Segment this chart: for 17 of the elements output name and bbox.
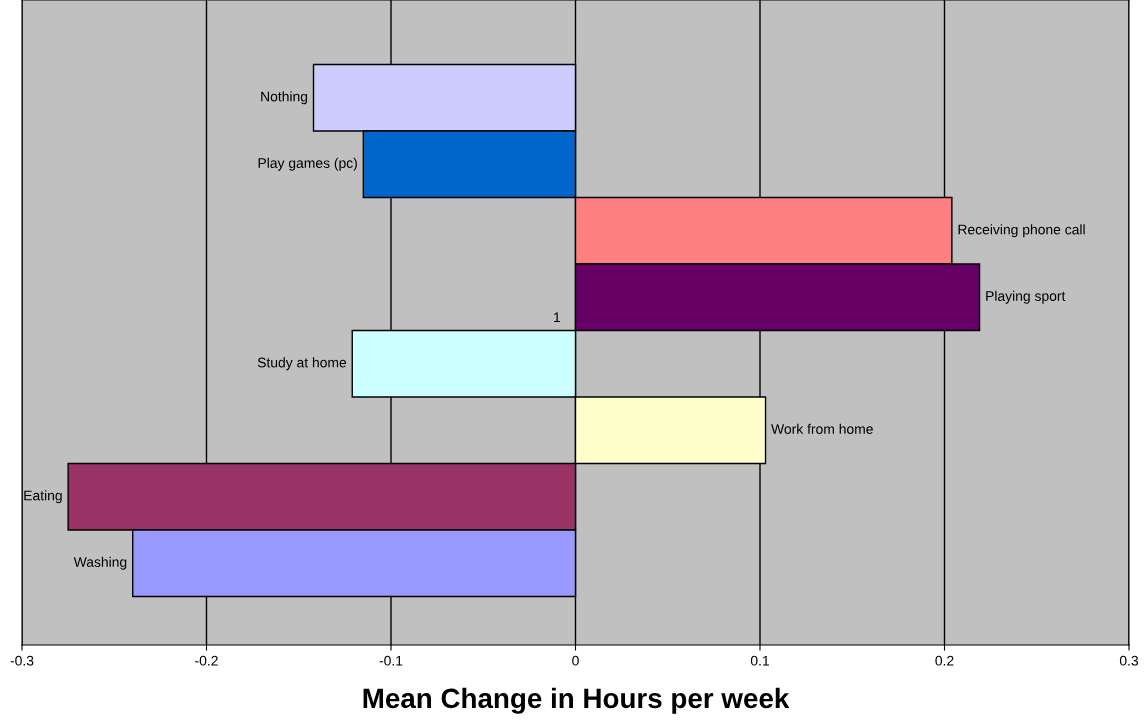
y-tick-label: Eating [24, 490, 62, 504]
annotation: 1 [554, 312, 561, 323]
y-tick-label: Washing [73, 556, 127, 570]
x-tick-label: -0.2 [195, 655, 218, 666]
y-tick-label: Work from home [771, 423, 873, 434]
x-tick-label: -0.3 [10, 655, 34, 666]
x-tick-label: -0.1 [379, 655, 403, 666]
y-tick-label: Nothing [261, 91, 308, 105]
x-axis-title: Mean Change in Hours per week [363, 687, 790, 714]
x-tick-label: 0 [572, 655, 579, 666]
x-tick-label: 0.3 [1119, 655, 1139, 666]
y-tick-label: Playing sport [986, 290, 1066, 304]
y-tick-label: Study at home [257, 357, 347, 371]
y-tick-label: Receiving phone call [958, 224, 1085, 238]
x-tick-label: 0.2 [935, 655, 954, 666]
y-tick-label: Play games (pc) [258, 157, 357, 171]
x-tick-label: 0.1 [750, 655, 769, 666]
